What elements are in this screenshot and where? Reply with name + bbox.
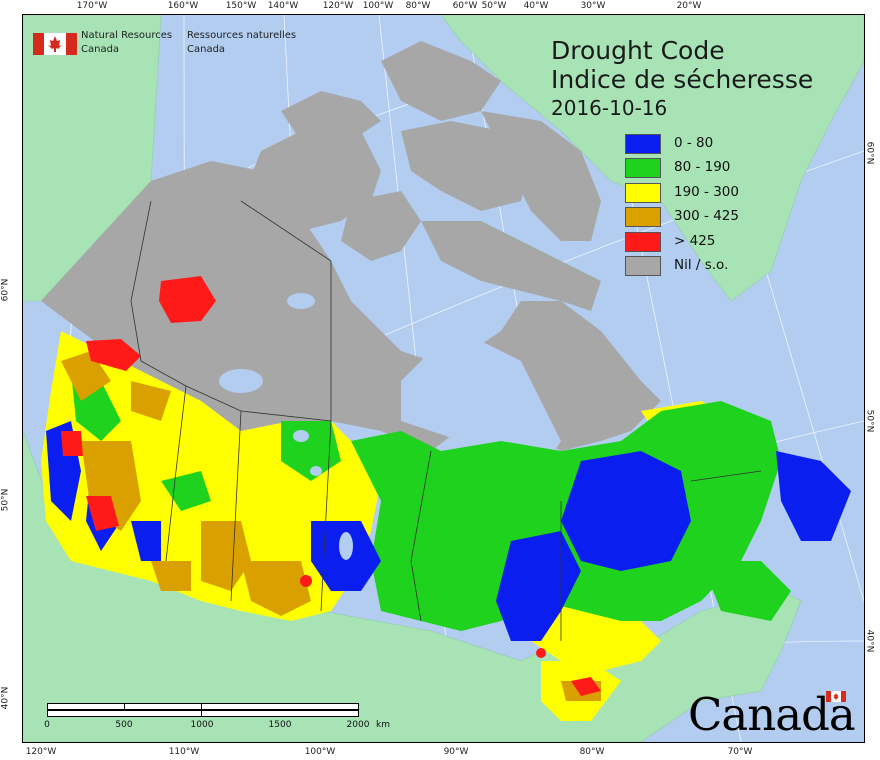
scale-bar-segment: [47, 703, 126, 710]
legend-swatch: [625, 207, 661, 227]
agency-en-line-2: Canada: [81, 44, 120, 55]
scale-bar-segment: [124, 703, 203, 710]
scale-unit: km: [376, 720, 390, 730]
legend-item: Nil / s.o.: [625, 256, 785, 276]
tick-bottom-120w: 120°W: [25, 747, 57, 757]
map-title-en: Drought Code: [551, 36, 725, 65]
tick-right-60n: 60°N: [864, 141, 875, 165]
legend-label: > 425: [674, 233, 716, 249]
canada-flag-icon: [33, 33, 77, 55]
drought-code-map: [22, 14, 865, 743]
legend-item: 80 - 190: [625, 158, 785, 178]
prairie-lakes: [293, 430, 353, 560]
tick-top-50w: 50°W: [481, 1, 507, 11]
legend-swatch: [625, 256, 661, 276]
scale-label-0: 0: [44, 720, 50, 730]
scale-label-1000: 1000: [190, 720, 214, 730]
legend-item: > 425: [625, 232, 785, 252]
tick-top-60w: 60°W: [452, 1, 478, 11]
tick-right-40n: 40°N: [864, 629, 875, 653]
tick-top-150w: 150°W: [225, 1, 257, 11]
legend-swatch: [625, 158, 661, 178]
map-date: 2016-10-16: [551, 96, 668, 120]
tick-top-160w: 160°W: [167, 1, 199, 11]
agency-fr-line-2: Canada: [187, 44, 226, 55]
agency-en: Natural Resources Canada: [81, 29, 172, 57]
dc-0-80-areas: [46, 421, 851, 641]
tick-top-20w: 20°W: [676, 1, 702, 11]
agency-fr-line-1: Ressources naturelles: [187, 30, 297, 41]
tick-top-40w: 40°W: [523, 1, 549, 11]
scale-label-1500: 1500: [268, 720, 292, 730]
tick-top-30w: 30°W: [580, 1, 606, 11]
tick-right-50n: 50°N: [864, 409, 875, 433]
tick-bottom-90w: 90°W: [443, 747, 469, 757]
legend-item: 300 - 425: [625, 207, 785, 227]
scale-bar-segment: [47, 710, 203, 717]
tick-top-140w: 140°W: [267, 1, 299, 11]
tick-top-120w: 120°W: [322, 1, 354, 11]
tick-bottom-80w: 80°W: [579, 747, 605, 757]
legend-swatch: [625, 134, 661, 154]
scale-label-500: 500: [115, 720, 133, 730]
tick-left-60n: 60°N: [0, 278, 11, 302]
agency-fr: Ressources naturelles Canada: [187, 29, 296, 57]
legend-item: 0 - 80: [625, 134, 785, 154]
legend-label: 0 - 80: [674, 135, 714, 151]
dc-over-425-areas: [61, 276, 601, 696]
legend-swatch: [625, 183, 661, 203]
map-title-block: Drought Code Indice de sécheresse 2016-1…: [551, 36, 813, 122]
wordmark-flag-icon: [826, 691, 846, 702]
map-canvas: [23, 15, 864, 742]
tick-bottom-110w: 110°W: [168, 747, 200, 757]
legend-label: Nil / s.o.: [674, 257, 729, 273]
tick-left-50n: 50°N: [0, 488, 11, 512]
tick-bottom-100w: 100°W: [304, 747, 336, 757]
tick-left-40n: 40°N: [0, 686, 11, 710]
legend-item: 190 - 300: [625, 183, 785, 203]
legend-label: 300 - 425: [674, 208, 739, 224]
agency-en-line-1: Natural Resources: [81, 30, 173, 41]
scale-label-2000: 2000: [346, 720, 370, 730]
tick-top-170w: 170°W: [76, 1, 108, 11]
legend-label: 190 - 300: [674, 184, 739, 200]
scale-bar-segment: [201, 703, 359, 710]
tick-top-100w: 100°W: [362, 1, 394, 11]
map-title-fr: Indice de sécheresse: [551, 65, 814, 94]
provincial-borders: [130, 200, 762, 641]
legend-label: 80 - 190: [674, 159, 731, 175]
legend-swatch: [625, 232, 661, 252]
tick-bottom-70w: 70°W: [727, 747, 753, 757]
scale-bar-segment: [201, 710, 359, 717]
tick-top-80w: 80°W: [405, 1, 431, 11]
